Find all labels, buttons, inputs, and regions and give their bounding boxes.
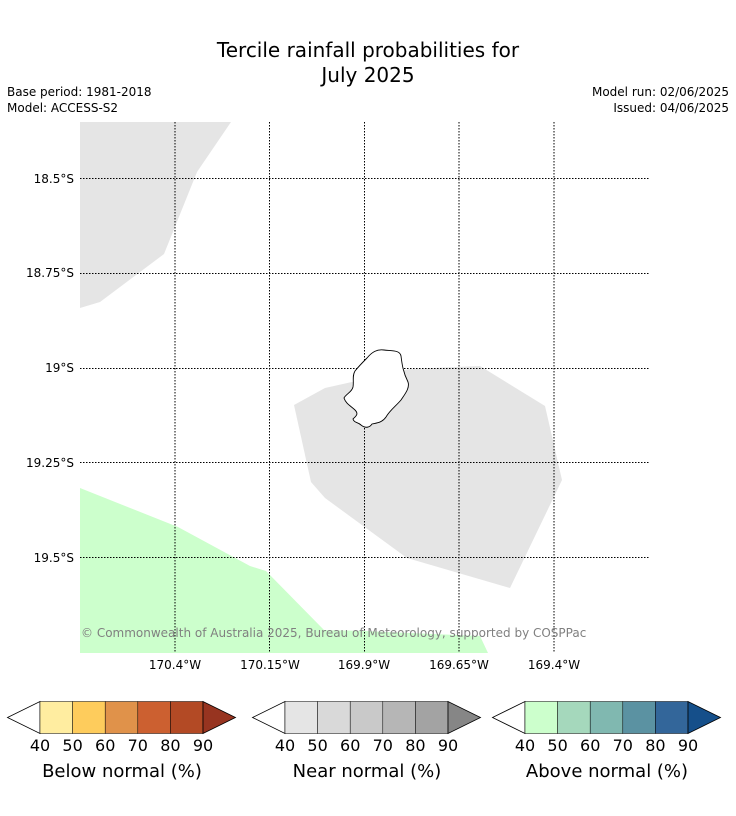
colorbar-below-normal-title: Below normal (%) (42, 761, 202, 782)
colorbar-tick: 80 (645, 736, 666, 755)
lat-label-3: 19°S (45, 361, 74, 375)
colorbar-bin (524, 701, 558, 734)
lon-label-2: 170.15°W (240, 658, 300, 672)
colorbar-bin (655, 701, 689, 734)
colorbar-bin (415, 701, 449, 734)
colorbar-above-normal-svg (491, 700, 722, 735)
colorbar-high-extend (447, 700, 482, 735)
colorbar-tick: 50 (307, 736, 328, 755)
map-svg (80, 122, 650, 653)
lon-label-3: 169.9°W (337, 658, 391, 672)
model-run-text: Model run: 02/06/2025 (591, 85, 729, 99)
colorbar-tick: 40 (274, 736, 296, 755)
niue-island-coastline (343, 349, 409, 428)
colorbar-high-extend (202, 700, 237, 735)
colorbar-bin (72, 701, 106, 734)
colorbar-tick: 60 (580, 736, 601, 755)
colorbar-tick: 40 (514, 736, 536, 755)
colorbar-tick: 70 (612, 736, 633, 755)
colorbar-low-extend (491, 700, 526, 735)
issued-text: Issued: 04/06/2025 (613, 101, 729, 115)
map-title: Tercile rainfall probabilities for July … (0, 38, 736, 88)
title-line-2: July 2025 (321, 63, 415, 87)
colorbar-tick: 60 (340, 736, 361, 755)
colorbar-tick: 90 (437, 736, 459, 755)
colorbar-tick: 40 (29, 736, 51, 755)
lat-label-2: 18.75°S (26, 266, 74, 280)
lon-label-4: 169.65°W (429, 658, 489, 672)
colorbar-bin (317, 701, 351, 734)
colorbar-tick: 90 (677, 736, 699, 755)
info-right: Model run: 02/06/2025 Issued: 04/06/2025 (592, 84, 729, 116)
colorbar-tick: 80 (160, 736, 181, 755)
above-normal-region-south (80, 488, 488, 653)
colorbar-high-extend (687, 700, 722, 735)
colorbar-near-normal-title: Near normal (%) (292, 761, 442, 782)
colorbar-tick: 80 (405, 736, 426, 755)
colorbar-below-normal: 40 50 60 70 80 90 Below normal (%) (6, 700, 238, 790)
model-text: Model: ACCESS-S2 (7, 101, 119, 115)
lat-label-4: 19.25°S (26, 456, 74, 470)
near-normal-region-east (294, 366, 562, 588)
near-normal-region-north (80, 122, 231, 308)
colorbar-near-normal-svg (251, 700, 482, 735)
colorbar-bin (349, 701, 384, 734)
map-panel (80, 122, 650, 653)
info-left: Base period: 1981-2018 Model: ACCESS-S2 (7, 84, 152, 116)
colorbar-bin (557, 701, 591, 734)
colorbar-low-extend (251, 700, 286, 735)
colorbar-bin (622, 701, 656, 734)
colorbar-bin (170, 701, 204, 734)
colorbar-above-normal-title: Above normal (%) (525, 761, 689, 782)
colorbar-bin (104, 701, 139, 734)
lon-label-1: 170.4°W (148, 658, 202, 672)
colorbar-bin (39, 701, 73, 734)
colorbar-bin (589, 701, 624, 734)
colorbar-bin (284, 701, 318, 734)
base-period-text: Base period: 1981-2018 (7, 85, 152, 99)
colorbar-tick: 50 (547, 736, 568, 755)
lat-label-1: 18.5°S (33, 172, 74, 186)
colorbar-bin (382, 701, 416, 734)
colorbar-tick: 60 (95, 736, 116, 755)
lon-label-5: 169.4°W (527, 658, 581, 672)
lat-label-5: 19.5°S (33, 551, 74, 565)
colorbar-tick: 70 (127, 736, 148, 755)
colorbar-near-normal: 40 50 60 70 80 90 Near normal (%) (251, 700, 483, 790)
colorbar-below-normal-svg (6, 700, 237, 735)
copyright-text: © Commonwealth of Australia 2025, Bureau… (81, 626, 587, 640)
colorbar-tick: 90 (192, 736, 214, 755)
colorbar-bin (137, 701, 171, 734)
colorbar-tick: 70 (372, 736, 393, 755)
colorbar-low-extend (6, 700, 41, 735)
colorbar-tick: 50 (62, 736, 83, 755)
title-line-1: Tercile rainfall probabilities for (216, 38, 520, 62)
colorbar-above-normal: 40 50 60 70 80 90 Above normal (%) (491, 700, 723, 790)
